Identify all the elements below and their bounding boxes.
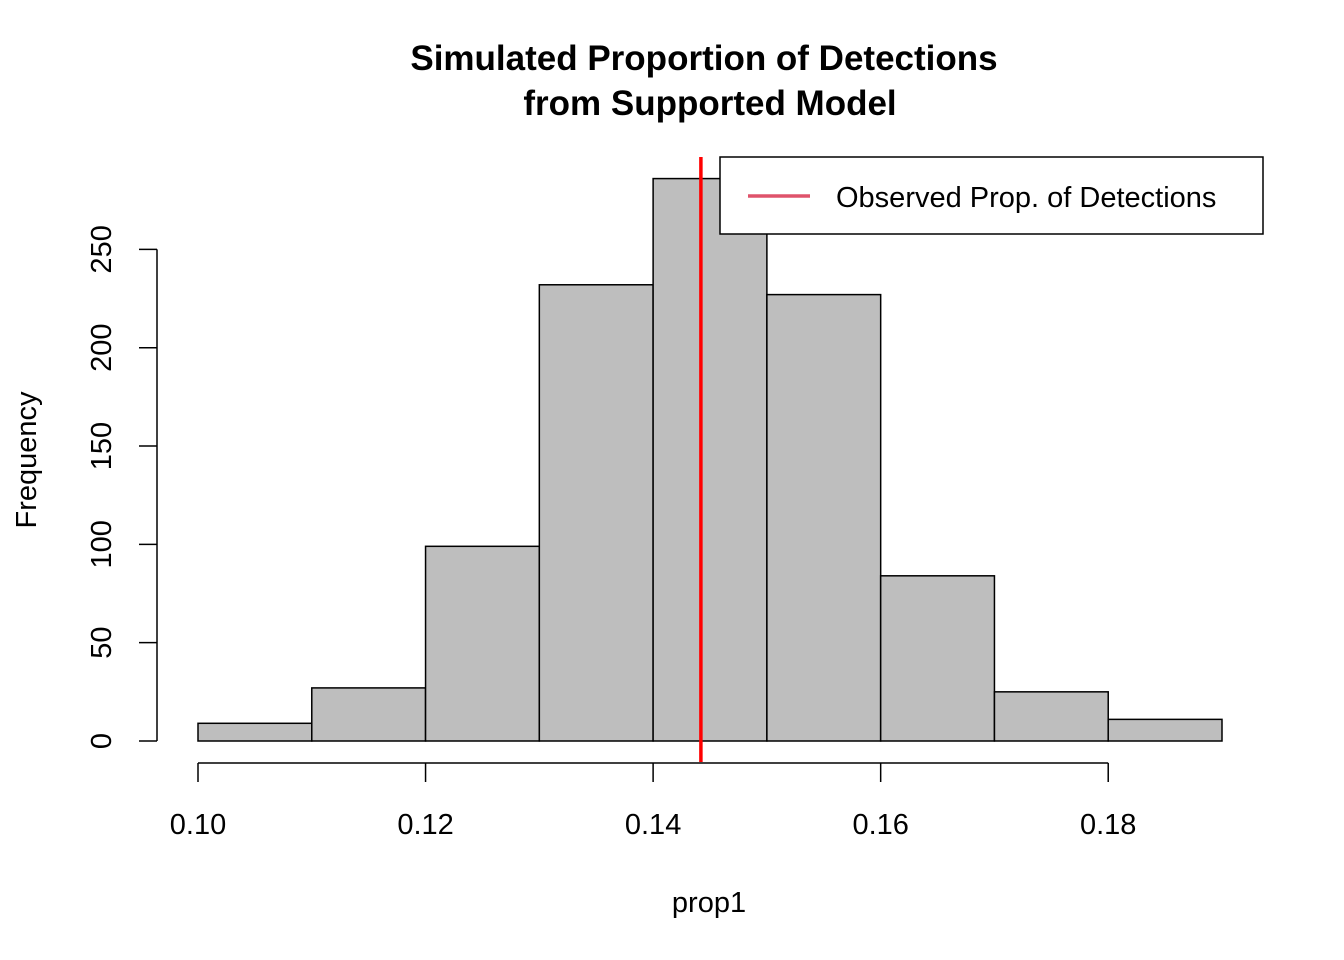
x-tick-label: 0.10	[170, 809, 226, 841]
x-tick-label: 0.18	[1080, 809, 1136, 841]
histogram-bar	[652, 177, 768, 742]
x-tick-label: 0.14	[625, 809, 681, 841]
chart-title-line-1: Simulated Proportion of Detections	[410, 39, 997, 78]
y-axis-label: Frequency	[11, 391, 43, 529]
legend-box	[719, 156, 1264, 235]
y-tick-label: 250	[86, 225, 118, 273]
legend-label: Observed Prop. of Detections	[836, 182, 1216, 214]
histogram-bar	[424, 545, 541, 742]
histogram-bar	[538, 284, 654, 742]
y-tick-label: 100	[86, 520, 118, 568]
histogram-bar	[879, 575, 996, 742]
x-tick-label: 0.16	[852, 809, 908, 841]
histogram-bar	[1107, 718, 1223, 742]
x-tick-label: 0.12	[397, 809, 453, 841]
y-axis: 0 50 100 150 200 250	[86, 225, 158, 749]
y-tick-label: 200	[86, 324, 118, 372]
histogram-bars	[197, 177, 1223, 742]
histogram-bar	[766, 293, 882, 742]
histogram-bar	[197, 722, 313, 742]
y-tick-label: 0	[86, 733, 118, 749]
x-axis: 0.10 0.12 0.14 0.16 0.18	[170, 762, 1136, 841]
x-axis-label: prop1	[672, 887, 746, 919]
histogram-bar	[311, 687, 427, 742]
y-tick-label: 150	[86, 422, 118, 470]
y-tick-label: 50	[86, 627, 118, 659]
legend: Observed Prop. of Detections	[719, 156, 1264, 235]
chart-title-line-2: from Supported Model	[523, 84, 896, 123]
histogram-bar	[993, 691, 1109, 742]
